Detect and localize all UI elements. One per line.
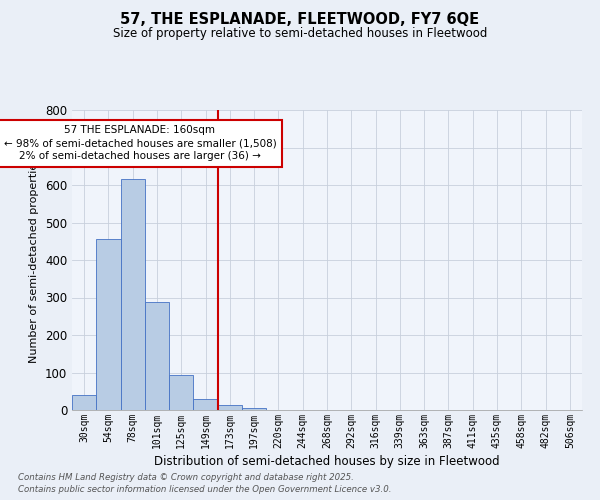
Bar (218, 405, 242, 410)
Text: Contains public sector information licensed under the Open Government Licence v3: Contains public sector information licen… (18, 485, 392, 494)
Bar (121, 178, 145, 410)
Bar (96, 238, 121, 410)
Bar (242, 408, 266, 410)
Bar (169, 375, 193, 410)
Bar (72, 395, 96, 410)
Bar (145, 302, 169, 410)
Text: 57, THE ESPLANADE, FLEETWOOD, FY7 6QE: 57, THE ESPLANADE, FLEETWOOD, FY7 6QE (121, 12, 479, 28)
Text: Size of property relative to semi-detached houses in Fleetwood: Size of property relative to semi-detach… (113, 28, 487, 40)
X-axis label: Distribution of semi-detached houses by size in Fleetwood: Distribution of semi-detached houses by … (154, 455, 500, 468)
Text: 57 THE ESPLANADE: 160sqm
← 98% of semi-detached houses are smaller (1,508)
2% of: 57 THE ESPLANADE: 160sqm ← 98% of semi-d… (4, 125, 277, 162)
Bar (193, 399, 218, 410)
Y-axis label: Number of semi-detached properties: Number of semi-detached properties (29, 157, 40, 363)
Text: Contains HM Land Registry data © Crown copyright and database right 2025.: Contains HM Land Registry data © Crown c… (18, 472, 354, 482)
